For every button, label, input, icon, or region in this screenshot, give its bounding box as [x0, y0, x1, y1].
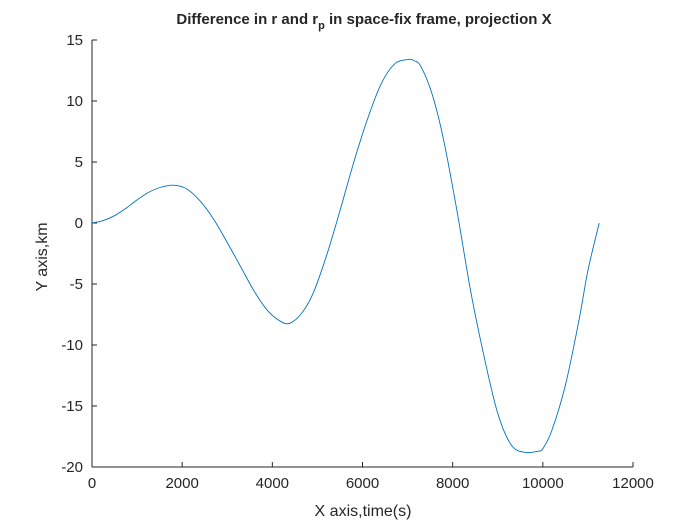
x-tick-label: 8000 [436, 475, 469, 492]
y-tick-label: -15 [61, 398, 83, 415]
y-tick-label: -5 [70, 276, 83, 293]
y-tick-label: 15 [66, 32, 83, 49]
y-tick-label: 5 [75, 154, 83, 171]
x-tick-label: 10000 [522, 475, 564, 492]
x-axis-label: X axis,time(s) [315, 503, 412, 520]
chart-title-subscript: p [318, 20, 325, 32]
chart-title-rest: in space-fix frame, projection X [325, 11, 552, 28]
y-tick-label: -10 [61, 337, 83, 354]
chart-title: Difference in r and rp in space-fix fram… [176, 11, 551, 32]
y-tick-label: 0 [75, 215, 83, 232]
x-tick-label: 6000 [346, 475, 379, 492]
chart-title-main: Difference in r and r [176, 11, 318, 28]
series-line [91, 58, 600, 454]
plot-area [91, 58, 600, 454]
y-tick-label: -20 [61, 459, 83, 476]
axes: 0 2000 4000 6000 8000 10000 12000 -20 -15 -10 -5 0 5… [61, 32, 654, 492]
x-tick-label: 12000 [612, 475, 654, 492]
x-tick-label: 2000 [165, 475, 198, 492]
y-tick-label: 10 [66, 93, 83, 110]
x-tick-label: 4000 [256, 475, 289, 492]
x-tick-label: 0 [88, 475, 96, 492]
y-axis-label: Y axis,km [34, 222, 51, 291]
